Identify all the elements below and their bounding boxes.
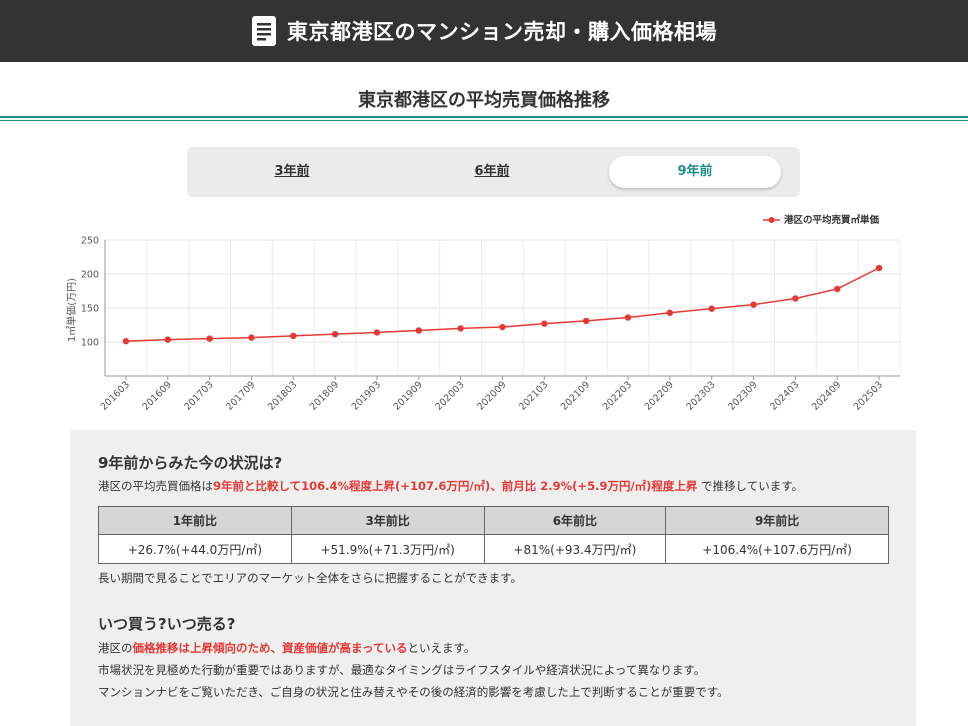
x-tick-label: 201603 <box>99 379 132 412</box>
data-point <box>122 337 130 345</box>
data-point <box>624 314 632 321</box>
data-point <box>541 320 548 327</box>
page-header: 東京都港区のマンション売却・購入価格相場 <box>0 0 968 62</box>
section-title: 東京都港区の平均売買価格推移 <box>358 90 610 111</box>
document-icon <box>252 16 276 46</box>
summary-highlight-month: 前月比 2.9%(+5.9万円/㎡)程度上昇 <box>501 479 698 493</box>
data-point <box>331 330 339 338</box>
x-tick-label: 202309 <box>726 379 759 412</box>
data-point <box>708 305 715 312</box>
x-tick-label: 201903 <box>350 379 383 412</box>
status-heading: 9年前からみた今の状況は? <box>98 454 283 472</box>
chart-grid <box>104 239 901 376</box>
table-cell: +26.7%(+44.0万円/㎡) <box>98 534 292 564</box>
data-point <box>792 295 799 302</box>
data-point <box>750 301 757 308</box>
market-status-panel: 9年前からみた今の状況は? 港区の平均売買価格は9年前と比較して106.4%程度… <box>70 430 916 726</box>
y-axis-label: 1㎡単価(万円) <box>65 278 78 342</box>
table-cell: +106.4%(+107.6万円/㎡) <box>665 534 889 564</box>
tab-9-years[interactable]: 9年前 <box>609 156 781 188</box>
x-tick-label: 202303 <box>684 379 717 412</box>
x-tick-label: 201609 <box>140 379 173 412</box>
table-row: +26.7%(+44.0万円/㎡) +51.9%(+71.3万円/㎡) +81%… <box>98 534 889 564</box>
chart-series <box>122 264 883 345</box>
table-header: 3年前比 <box>290 506 485 535</box>
advice-line-1: 港区の価格推移は上昇傾向のため、資産価値が高まっているといえます。 <box>98 640 475 656</box>
table-cell: +81%(+93.4万円/㎡) <box>483 534 667 564</box>
y-tick-label: 200 <box>81 270 99 281</box>
x-tick-label: 202209 <box>643 379 676 412</box>
x-tick-label: 202003 <box>433 379 466 412</box>
data-point <box>206 335 213 342</box>
y-tick-label: 250 <box>81 236 99 247</box>
advice-heading: いつ買う?いつ売る? <box>98 615 236 633</box>
x-tick-label: 202109 <box>559 379 592 412</box>
tab-3-years[interactable]: 3年前 <box>274 164 310 179</box>
y-tick-label: 100 <box>81 338 99 349</box>
advice-text-end: といえます。 <box>407 641 476 655</box>
legend-label: 港区の平均売買㎡単価 <box>784 214 880 226</box>
x-tick-labels: 201603 201609 201703 201709 201803 201809 2019… <box>99 379 886 412</box>
summary-highlight-9y: 9年前と比較して106.4%程度上昇(+107.6万円/㎡) <box>213 479 491 493</box>
data-point <box>373 329 381 336</box>
section-divider-thin <box>0 120 968 121</box>
data-point <box>499 323 506 331</box>
chart-axes <box>104 240 900 380</box>
data-point <box>415 327 423 334</box>
tab-6-years[interactable]: 6年前 <box>474 164 510 179</box>
data-point <box>834 285 841 293</box>
x-tick-label: 202103 <box>517 379 550 412</box>
summary-text: 港区の平均売買価格は <box>98 479 213 493</box>
section-divider <box>0 116 968 118</box>
status-summary: 港区の平均売買価格は9年前と比較して106.4%程度上昇(+107.6万円/㎡)… <box>98 478 803 494</box>
x-tick-label: 202409 <box>810 379 843 412</box>
data-point <box>875 264 883 272</box>
summary-text-end: で推移しています。 <box>697 479 804 493</box>
advice-text: 港区の <box>98 641 133 655</box>
data-point <box>457 325 464 332</box>
data-point <box>248 334 255 341</box>
table-header: 6年前比 <box>483 506 667 535</box>
data-point <box>290 332 297 340</box>
legend-marker <box>768 217 775 223</box>
comparison-table: 1年前比 3年前比 6年前比 9年前比 +26.7%(+44.0万円/㎡) +5… <box>98 506 889 564</box>
table-cell: +51.9%(+71.3万円/㎡) <box>290 534 485 564</box>
advice-line-3: マンションナビをご覧いただき、ご自身の状況と住み替えやその後の経済的影響を考慮し… <box>98 685 729 699</box>
table-header-row: 1年前比 3年前比 6年前比 9年前比 <box>98 506 889 535</box>
x-tick-label: 201809 <box>308 379 341 412</box>
x-tick-label: 202203 <box>601 379 634 412</box>
x-tick-label: 202009 <box>475 379 508 412</box>
y-tick-labels: 100 150 200 250 <box>81 236 99 349</box>
x-tick-label: 201909 <box>392 379 425 412</box>
advice-line-2: 市場状況を見極めた行動が重要ではありますが、最適なタイミングはライフスタイルや経… <box>98 663 706 677</box>
chart-legend: 港区の平均売買㎡単価 <box>763 214 880 226</box>
x-tick-label: 202503 <box>852 379 885 412</box>
y-tick-label: 150 <box>81 304 99 315</box>
page-title: 東京都港区のマンション売却・購入価格相場 <box>287 20 717 44</box>
data-point <box>164 336 171 343</box>
status-note: 長い期間で見ることでエリアのマーケット全体をさらに把握することができます。 <box>98 571 523 585</box>
x-tick-label: 201703 <box>182 379 215 412</box>
data-point <box>582 317 590 325</box>
x-tick-label: 202403 <box>768 379 801 412</box>
x-tick-label: 201803 <box>266 379 299 412</box>
table-header: 1年前比 <box>98 506 292 535</box>
x-tick-label: 201709 <box>224 379 257 412</box>
advice-highlight: 価格推移は上昇傾向のため、資産価値が高まっている <box>132 641 408 655</box>
summary-separator: 、 <box>490 479 502 493</box>
period-tabs: 3年前 6年前 9年前 <box>187 147 800 197</box>
data-point <box>666 309 674 316</box>
table-header: 9年前比 <box>665 506 889 535</box>
